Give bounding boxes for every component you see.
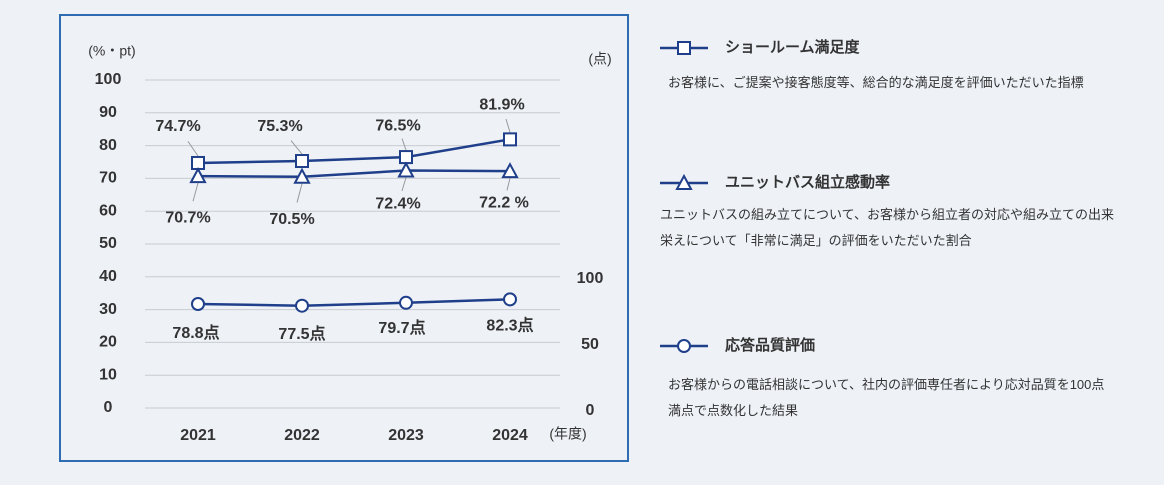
leader-line [290,140,303,155]
marker [399,295,413,310]
series-line [197,138,511,165]
data-label: 70.5% [269,211,314,228]
data-label: 77.5点 [278,324,325,343]
y2-axis-label: (点) [588,51,611,67]
data-label: 78.8点 [172,323,219,342]
y-tick-label: 80 [99,137,117,154]
marker [503,292,517,307]
x-tick-label: 2022 [284,427,320,444]
y-tick-label: 30 [99,301,117,318]
marker [677,41,691,55]
data-label: 72.2 % [479,194,529,211]
y2-tick-label: 100 [577,270,604,287]
chart-frame [59,14,629,462]
leader-line [505,118,511,133]
y-axis-label: (%・pt) [88,43,135,59]
y-tick-label: 60 [99,202,117,219]
x-axis-label: (年度) [549,426,586,442]
leader-line [192,182,199,202]
marker [189,166,207,184]
data-label: 82.3点 [486,316,533,335]
x-tick-label: 2024 [492,427,528,444]
data-label: 70.7% [165,209,210,226]
data-label: 81.9% [479,97,524,114]
legend-description: ユニットバスの組み立てについて、お客様から組立者の対応や組み立ての出来栄えについ… [660,207,1114,248]
legend-label: ユニットバス組立感動率 [725,173,890,191]
data-label: 75.3% [257,118,302,135]
x-tick-label: 2021 [180,427,216,444]
y-tick-label: 100 [95,71,122,88]
marker [501,162,519,179]
leader-line [401,138,407,151]
x-tick-label: 2023 [388,427,424,444]
series-line [197,169,511,179]
y-tick-label: 10 [99,366,117,383]
marker [503,132,517,147]
leader-line [506,178,511,191]
y-tick-label: 40 [99,268,117,285]
y-tick-label: 0 [104,399,113,416]
legend-label: 応答品質評価 [725,336,815,354]
data-label: 79.7点 [378,318,425,337]
legend-description: お客様からの電話相談について、社内の評価専任者により応対品質を100点満点で点数… [668,377,1105,418]
legend-label: ショールーム満足度 [725,38,861,56]
marker [293,167,311,184]
y2-tick-label: 0 [586,402,595,419]
marker [295,154,309,169]
data-label: 74.7% [155,118,200,135]
y2-tick-label: 50 [581,336,599,353]
marker [295,298,309,313]
marker [399,150,413,165]
marker [675,173,693,190]
data-label: 76.5% [375,117,420,134]
leader-line [296,183,303,203]
legend-description: お客様に、ご提案や接客態度等、総合的な満足度を評価いただいた指標 [668,75,1084,90]
leader-line [187,141,199,157]
marker [191,296,205,311]
data-label: 72.4% [375,196,420,213]
y-tick-label: 70 [99,170,117,187]
y-tick-label: 90 [99,104,117,121]
leader-line [401,177,407,192]
series-line [197,298,511,307]
y-tick-label: 50 [99,235,117,252]
marker [677,339,691,353]
y-tick-label: 20 [99,334,117,351]
marker [397,161,415,178]
